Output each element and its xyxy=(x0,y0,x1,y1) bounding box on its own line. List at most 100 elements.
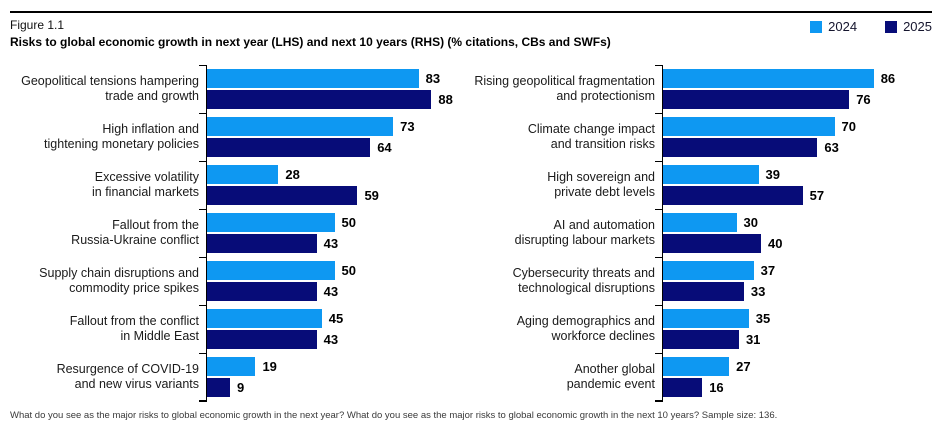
top-rule xyxy=(10,11,932,13)
category-label: Aging demographics and workforce decline… xyxy=(516,313,655,343)
value-label: 73 xyxy=(400,119,415,134)
bar-line-2025: 59 xyxy=(207,186,472,205)
legend-swatch-2024 xyxy=(810,20,823,33)
bar-group: 83 88 xyxy=(199,64,472,113)
bar-2024 xyxy=(207,69,419,88)
bar-group: 30 40 xyxy=(655,208,932,257)
category-label: Rising geopolitical fragmentation and pr… xyxy=(474,73,655,103)
titles: Figure 1.1 Risks to global economic grow… xyxy=(10,18,611,49)
category-label: Climate change impact and transition ris… xyxy=(527,121,655,151)
bar-2024 xyxy=(207,357,256,376)
bar-line-2025: 43 xyxy=(207,234,472,253)
bar-2025 xyxy=(207,186,358,205)
value-label: 83 xyxy=(425,71,441,86)
bar-line-2024: 37 xyxy=(663,261,932,280)
bar-group: 35 31 xyxy=(655,304,932,353)
bar-2025 xyxy=(663,90,850,109)
bar-2025 xyxy=(663,234,761,253)
bar-group: 73 64 xyxy=(199,112,472,161)
page-title: Risks to global economic growth in next … xyxy=(10,35,611,49)
bar-group: 27 16 xyxy=(655,352,932,402)
value-label: 64 xyxy=(377,140,392,155)
bar-line-2025: 88 xyxy=(207,90,472,109)
category-label: Another global pandemic event xyxy=(566,361,655,391)
value-label: 37 xyxy=(760,263,776,278)
value-label: 76 xyxy=(856,92,871,107)
bar-2024 xyxy=(663,309,749,328)
value-label: 16 xyxy=(709,380,724,395)
figure-label: Figure 1.1 xyxy=(10,18,65,32)
bar-line-2024: 86 xyxy=(663,69,932,88)
footnote: What do you see as the major risks to gl… xyxy=(10,410,778,421)
chart-row: Rising geopolitical fragmentation and pr… xyxy=(472,64,932,113)
bar-group: 28 59 xyxy=(199,160,472,209)
bar-2024 xyxy=(663,357,730,376)
chart-row: Aging demographics and workforce decline… xyxy=(472,304,932,353)
header: Figure 1.1 Risks to global economic grow… xyxy=(10,18,932,49)
category-label: AI and automation disrupting labour mark… xyxy=(514,217,655,247)
value-label: 57 xyxy=(809,188,825,203)
charts-area: Geopolitical tensions hampering trade an… xyxy=(10,64,932,402)
bar-2024 xyxy=(207,309,322,328)
bar-2025 xyxy=(663,186,803,205)
bar-line-2025: 76 xyxy=(663,90,932,109)
value-label: 43 xyxy=(323,284,339,299)
legend-label-2025: 2025 xyxy=(903,19,932,34)
chart-row: Supply chain disruptions and commodity p… xyxy=(10,256,472,305)
legend: 2024 2025 xyxy=(810,18,932,34)
bar-2025 xyxy=(663,138,818,157)
category-label: Fallout from the Russia-Ukraine conflict xyxy=(71,217,199,247)
bar-2024 xyxy=(207,117,394,136)
bar-line-2025: 40 xyxy=(663,234,932,253)
value-label: 63 xyxy=(824,140,839,155)
bar-2024 xyxy=(207,261,335,280)
value-label: 30 xyxy=(743,215,758,230)
value-label: 19 xyxy=(262,359,277,374)
bar-line-2025: 33 xyxy=(663,282,932,301)
chart-row: Climate change impact and transition ris… xyxy=(472,112,932,161)
bar-2025 xyxy=(207,378,230,397)
bar-line-2025: 9 xyxy=(207,378,472,397)
value-label: 43 xyxy=(323,236,339,251)
bar-line-2025: 64 xyxy=(207,138,472,157)
legend-item-2024: 2024 xyxy=(810,19,857,34)
bar-2024 xyxy=(207,213,335,232)
chart-row: High sovereign and private debt levels 39… xyxy=(472,160,932,209)
bar-2025 xyxy=(207,234,317,253)
bar-line-2025: 43 xyxy=(207,282,472,301)
value-label: 39 xyxy=(765,167,781,182)
category-label: High sovereign and private debt levels xyxy=(547,169,655,199)
chart-row: Another global pandemic event 27 16 xyxy=(472,352,932,402)
bar-line-2024: 70 xyxy=(663,117,932,136)
category-label: Fallout from the conflict in Middle East xyxy=(69,313,199,343)
bar-line-2025: 16 xyxy=(663,378,932,397)
bar-line-2024: 50 xyxy=(207,213,472,232)
bar-2025 xyxy=(663,378,703,397)
value-label: 28 xyxy=(285,167,300,182)
value-label: 59 xyxy=(364,188,379,203)
bar-2025 xyxy=(207,138,371,157)
value-label: 70 xyxy=(841,119,856,134)
bar-group: 39 57 xyxy=(655,160,932,209)
chart-row: Resurgence of COVID-19 and new virus var… xyxy=(10,352,472,402)
category-label: High inflation and tightening monetary p… xyxy=(44,121,199,151)
bar-group: 86 76 xyxy=(655,64,932,113)
chart-row: Fallout from the Russia-Ukraine conflict… xyxy=(10,208,472,257)
bar-2025 xyxy=(207,330,317,349)
bar-group: 50 43 xyxy=(199,256,472,305)
value-label: 27 xyxy=(736,359,751,374)
bar-line-2025: 43 xyxy=(207,330,472,349)
bar-line-2024: 73 xyxy=(207,117,472,136)
chart-row: Cybersecurity threats and technological … xyxy=(472,256,932,305)
bar-2025 xyxy=(207,90,432,109)
bar-2025 xyxy=(663,282,744,301)
value-label: 33 xyxy=(750,284,766,299)
bar-group: 37 33 xyxy=(655,256,932,305)
bar-group: 70 63 xyxy=(655,112,932,161)
value-label: 50 xyxy=(341,215,356,230)
bar-line-2024: 27 xyxy=(663,357,932,376)
category-label: Supply chain disruptions and commodity p… xyxy=(39,265,199,295)
bar-line-2024: 35 xyxy=(663,309,932,328)
bar-line-2025: 31 xyxy=(663,330,932,349)
